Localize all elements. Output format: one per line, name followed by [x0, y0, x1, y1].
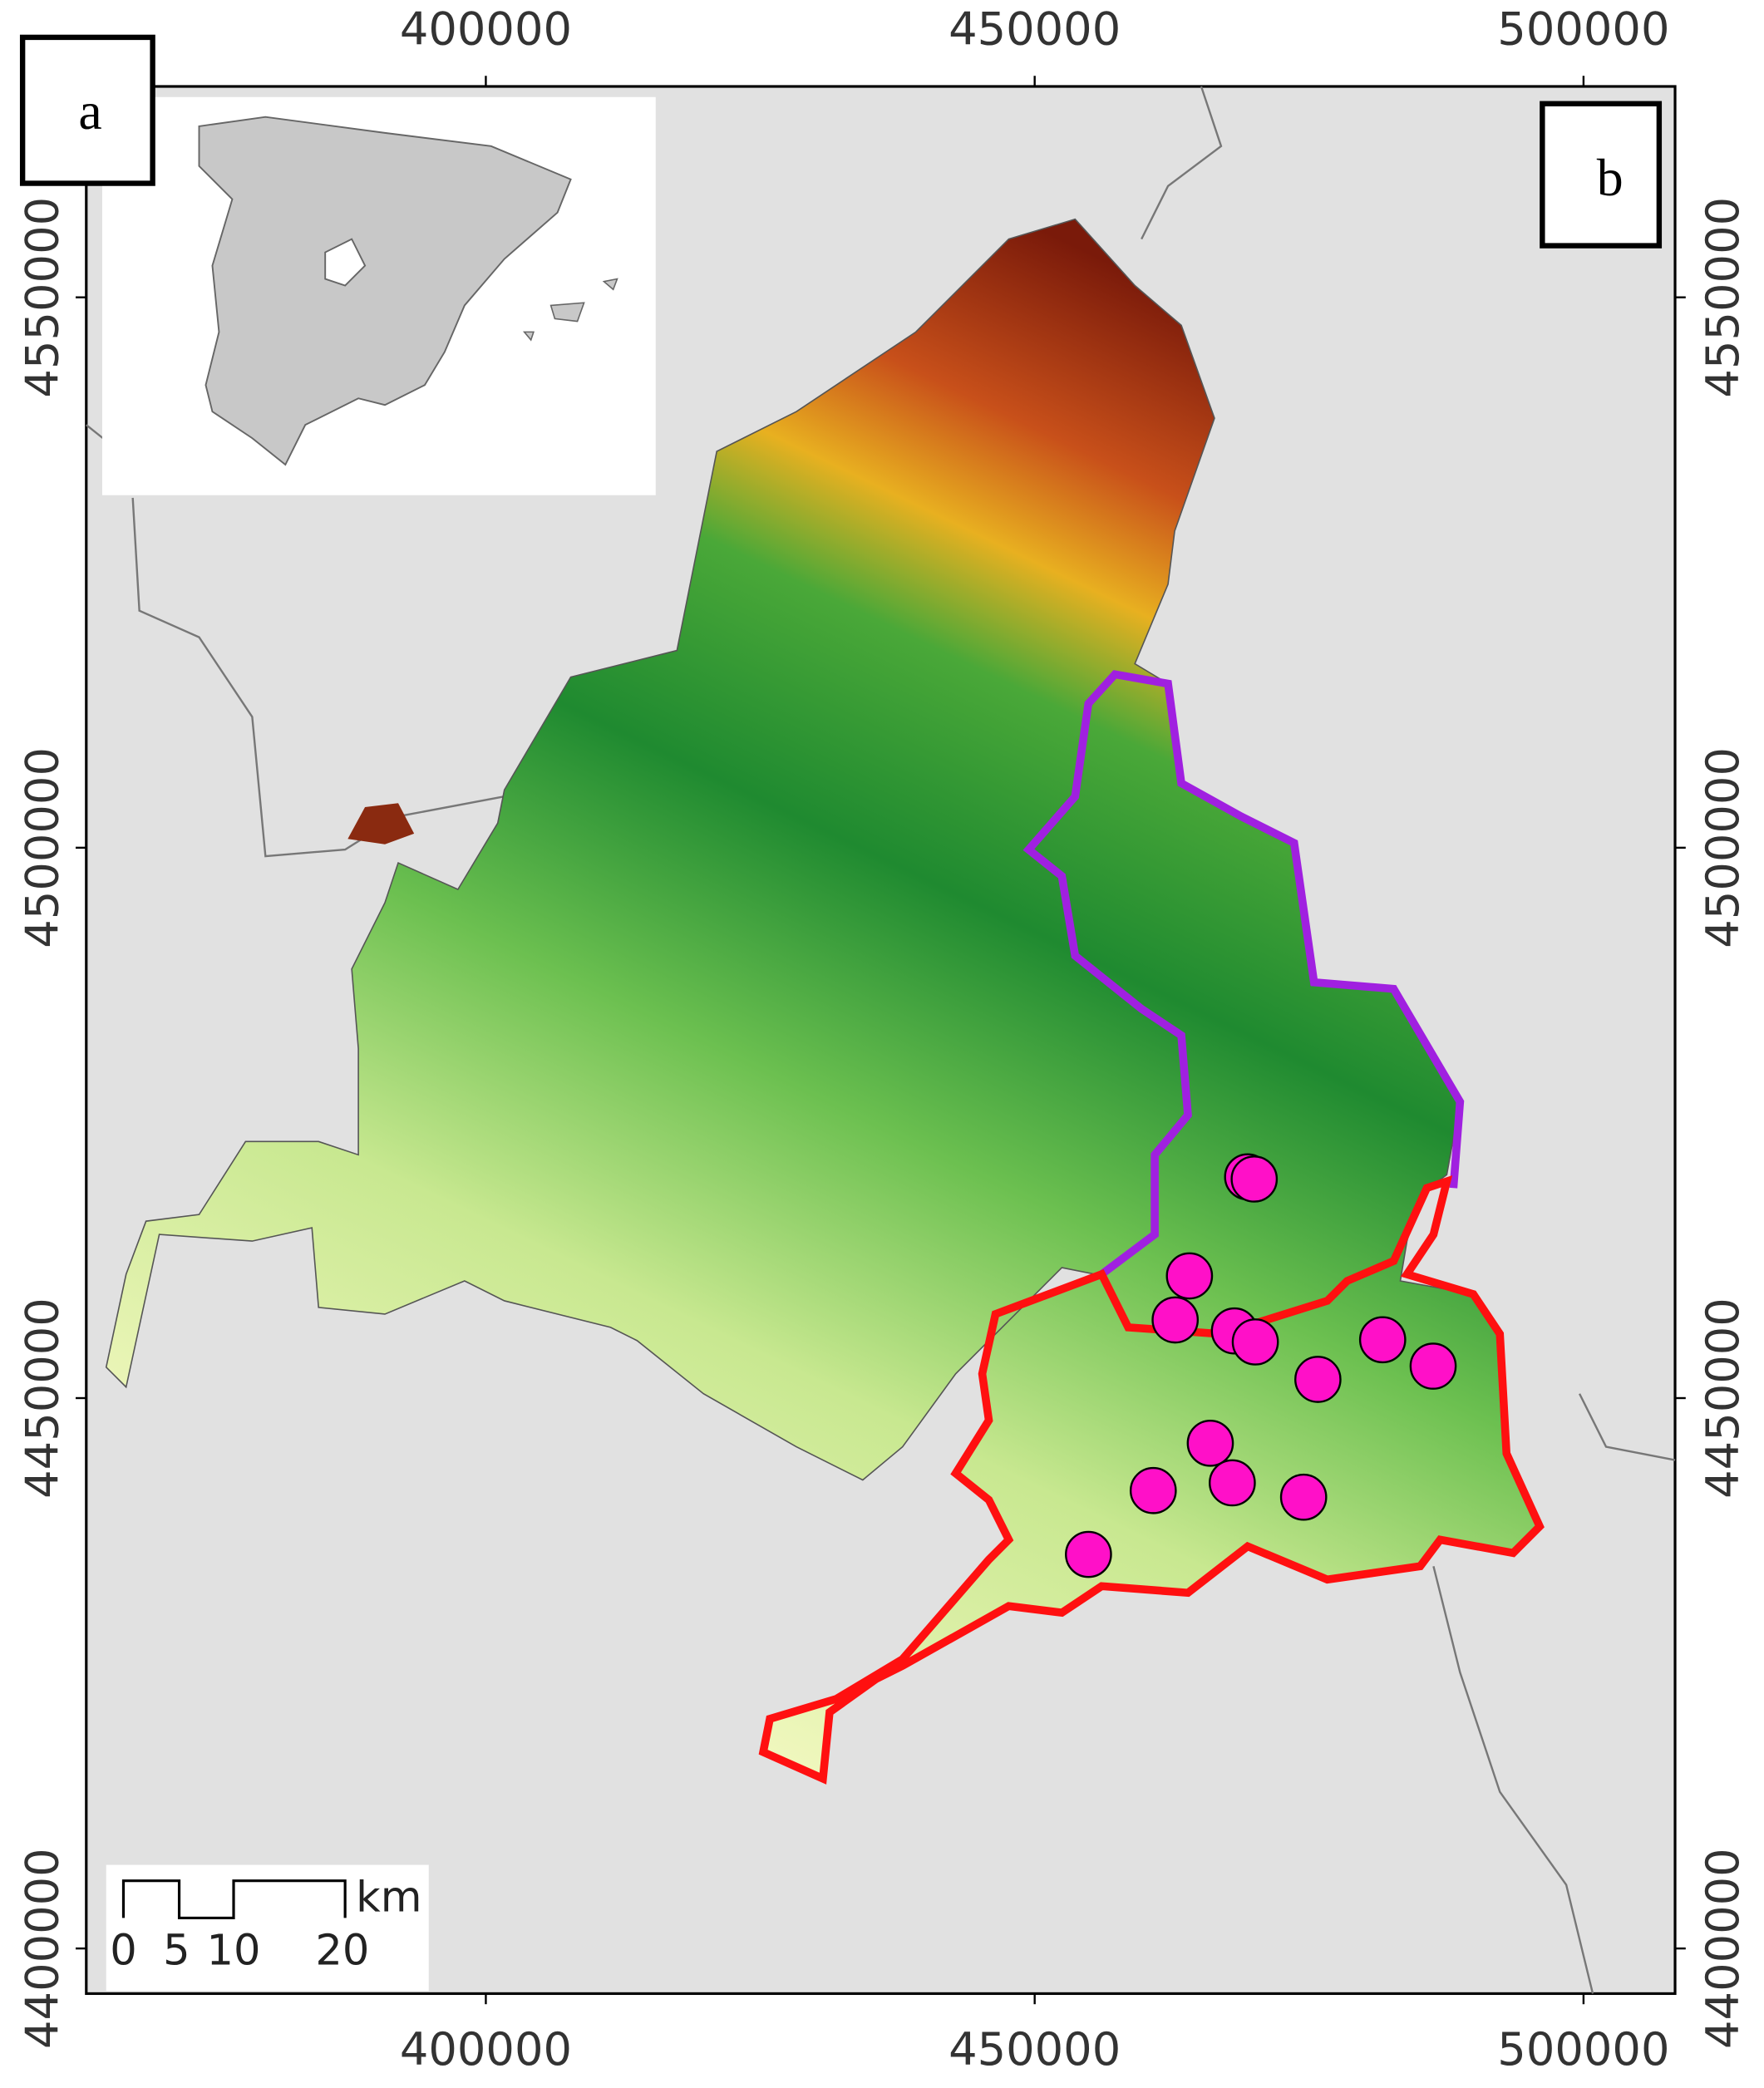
x-tick-label: 500000 [1497, 3, 1669, 56]
x-tick-label: 450000 [949, 3, 1121, 56]
site-point [1358, 1316, 1407, 1364]
y-tick-label: 4400000 [16, 1848, 68, 2049]
scale-label: 5 [163, 1926, 190, 1975]
islands [522, 278, 618, 342]
purple-boundary [1022, 670, 1465, 1278]
site-point [1165, 1252, 1214, 1300]
scale-label: 10 [207, 1926, 261, 1975]
scale-label: 0 [110, 1926, 137, 1975]
site-point [1129, 1466, 1177, 1514]
site-point [1151, 1296, 1200, 1344]
panel-label: b [1597, 148, 1624, 207]
y-tick-label: 4450000 [1697, 1298, 1749, 1499]
site-point [1279, 1473, 1328, 1521]
x-tick-label: 400000 [400, 2023, 572, 2076]
panel-label: a [78, 81, 101, 140]
red-boundary [758, 1174, 1545, 1785]
site-point [1209, 1459, 1256, 1507]
y-tick-label: 4500000 [16, 747, 68, 948]
site-point [1230, 1155, 1279, 1203]
site-point [1294, 1356, 1342, 1403]
reservoir-area [347, 803, 415, 845]
y-tick-label: 4400000 [1697, 1848, 1749, 2049]
y-tick-label: 4450000 [16, 1298, 68, 1499]
scale-bar-box [106, 1864, 429, 1992]
panel-box-a [19, 34, 155, 186]
x-tick-label: 500000 [1497, 2023, 1669, 2076]
scale-unit: km [356, 1873, 421, 1922]
site-point [1231, 1318, 1279, 1366]
x-tick-label: 450000 [949, 2023, 1121, 2076]
y-tick-label: 4550000 [1697, 197, 1749, 398]
madrid-inset [324, 238, 367, 287]
y-tick-label: 4500000 [1697, 747, 1749, 948]
scale-bar [121, 1879, 347, 1920]
spain-outline [198, 116, 572, 466]
site-point [1409, 1342, 1457, 1390]
y-tick-label: 4550000 [16, 197, 68, 398]
panel-box-b [1540, 101, 1663, 249]
site-point [1065, 1530, 1112, 1578]
points [1065, 1153, 1457, 1578]
x-tick-label: 400000 [400, 3, 572, 56]
scale-label: 20 [315, 1926, 369, 1975]
site-point [1186, 1419, 1234, 1467]
